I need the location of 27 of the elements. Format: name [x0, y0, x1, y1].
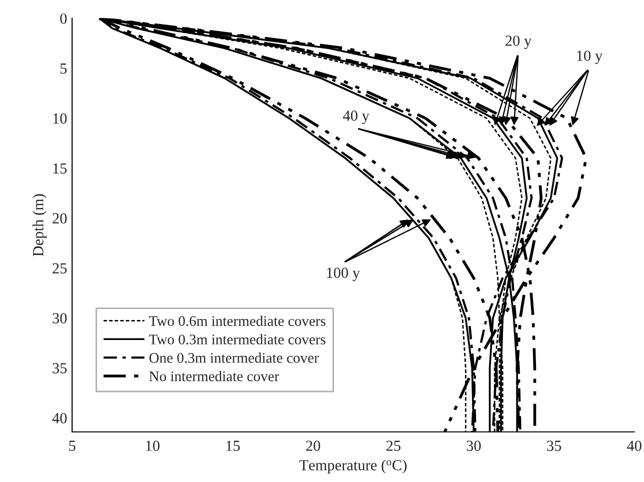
x-tick-label: 30: [466, 440, 481, 451]
x-tick-label: 35: [547, 440, 562, 451]
y-tick-label: 35: [52, 363, 67, 374]
y-axis-title: Depth (m): [32, 194, 46, 256]
legend-label: Two 0.3m intermediate covers: [149, 334, 326, 344]
x-tick-label: 40: [627, 440, 642, 451]
annotation: 100 y: [327, 268, 360, 282]
legend-label: No intermediate cover: [149, 370, 280, 382]
x-tick-label: 10: [146, 440, 160, 451]
y-tick-label: 10: [53, 113, 67, 124]
y-tick-label: 40: [52, 413, 67, 424]
legend-label: One 0.3m intermediate cover: [149, 352, 319, 363]
annotation: 10 y: [577, 50, 603, 64]
y-tick-label: 5: [60, 64, 67, 74]
x-tick-label: 20: [306, 440, 320, 451]
legend-label: Two 0.6m intermediate covers: [149, 316, 326, 326]
y-tick-label: 15: [53, 163, 67, 174]
y-tick-label: 0: [60, 13, 67, 24]
annotation: 20 y: [506, 36, 532, 50]
x-tick-label: 5: [69, 440, 76, 451]
x-tick-label: 25: [386, 440, 400, 451]
x-axis-title: Temperature ($^{o}$C): [299, 460, 407, 474]
y-tick-label: 25: [52, 263, 67, 274]
annotation: 40 y: [343, 110, 370, 124]
y-tick-label: 20: [52, 213, 67, 224]
x-tick-label: 15: [226, 440, 240, 451]
y-tick-label: 30: [52, 313, 67, 324]
